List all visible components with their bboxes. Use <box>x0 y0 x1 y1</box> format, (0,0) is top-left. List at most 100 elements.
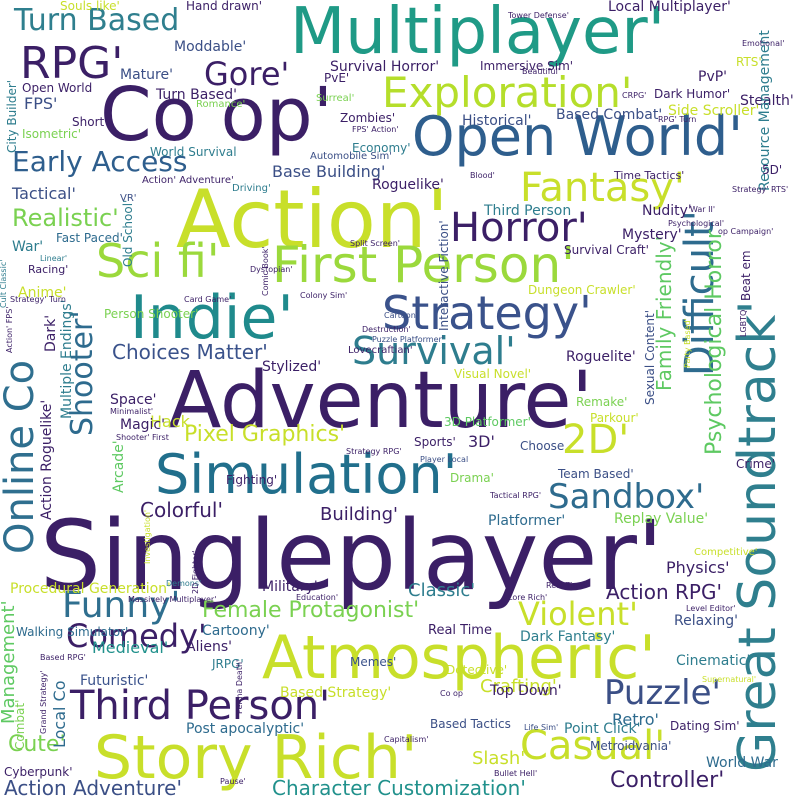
word-post-apocalyptic: Post apocalyptic' <box>186 721 305 737</box>
word-platformer: Platformer' <box>488 513 566 529</box>
word-level-editor: Level Editor' <box>686 604 736 613</box>
word-local-multiplayer: Local Multiplayer' <box>608 0 731 15</box>
word-tactical: Tactical' <box>12 184 76 203</box>
word-sci-fi: Sci fi' <box>96 234 220 288</box>
word-roguelike: Roguelike' <box>372 177 444 193</box>
word-3d: 3D' <box>468 432 495 451</box>
word-combat: Combat' <box>13 700 27 751</box>
word-automobile-sim: Automobile Sim' <box>310 151 392 162</box>
word-base-building: Base Building' <box>272 162 386 181</box>
word-tower-defense: Tower Defense' <box>508 11 569 20</box>
word-early-access: Early Access <box>12 145 188 178</box>
word-education: Education' <box>296 593 339 602</box>
word-dungeon-crawler: Dungeon Crawler' <box>528 283 636 297</box>
word-violent: Violent' <box>518 595 638 633</box>
word-colony-sim: Colony Sim' <box>300 291 348 300</box>
word-player-local: Player Local <box>420 455 469 464</box>
word-5d: 5D' <box>762 163 783 177</box>
word-family-friendly: Family Friendly' <box>652 236 676 392</box>
word-jrpg: JRPG' <box>212 657 244 671</box>
word-massively-multiplayer: Massively Multiplayer' <box>128 595 217 604</box>
word-mystery: Mystery' <box>622 227 682 243</box>
word-memes: Memes' <box>350 655 397 669</box>
word-racing: Racing' <box>28 263 69 276</box>
word-real-time: Real Time <box>428 623 492 638</box>
word-real-time-small: Real Time' <box>546 581 588 590</box>
word-retro: Retro' <box>612 710 659 729</box>
word-linear: Linear' <box>40 254 68 263</box>
word-classic: Classic' <box>408 580 476 601</box>
word-old-school: Old School' <box>121 200 135 268</box>
word-hand-drawn: Hand drawn' <box>186 0 263 13</box>
word-relaxing: Relaxing' <box>674 613 738 629</box>
word-fantasy: Fantasy' <box>520 165 685 211</box>
word-sports: Sports' <box>414 435 456 449</box>
word-investigation: Investigation' <box>143 510 152 565</box>
word-first-person: First Person' <box>272 236 575 294</box>
word-op-campaign: op Campaign' <box>718 227 774 236</box>
word-slash: Slash' <box>472 748 526 769</box>
word-immersive-sim: Immersive Sim' <box>480 59 574 73</box>
word-drama: Drama' <box>450 471 494 485</box>
word-supernatural: Supernatural' <box>702 675 757 684</box>
word-comedy: Comedy' <box>66 617 207 655</box>
word-space: Space' <box>110 392 157 408</box>
word-demons: Demons' <box>166 579 202 588</box>
word-magic: Magic' <box>120 417 165 433</box>
word-crime: Crime' <box>736 457 776 471</box>
word-action: Action' <box>176 173 449 266</box>
word-tactical-rpg: Tactical RPG' <box>490 491 542 500</box>
word-story-rich: Story Rich' <box>94 723 418 793</box>
word-arcade: Arcade' <box>111 440 127 493</box>
word-person-shooter: Person Shooter' <box>104 307 199 321</box>
word-comic-book: Comic Book' <box>261 246 270 296</box>
word-multiplayer: Multiplayer' <box>290 0 666 69</box>
word-female-protagonist: Female Protagonist' <box>202 598 420 623</box>
word-strategy-turn: Strategy' Turn <box>10 295 66 304</box>
word-souls-like: Souls like' <box>60 0 120 13</box>
word-time-tactics: Time Tactics' <box>614 169 685 182</box>
word-third-person-big: Third Person' <box>70 683 331 729</box>
word-crpg: CRPG' <box>622 91 647 100</box>
word-adventure: Adventure' <box>168 356 593 446</box>
word-open-world: Open World' <box>412 105 743 168</box>
word-cinematic: Cinematic' <box>676 653 751 669</box>
word-card-game: Card Game' <box>184 295 232 304</box>
word-stealth: Stealth' <box>740 93 794 109</box>
word-action-fps: Action' FPS' <box>5 306 14 353</box>
word-multiple-endings: Multiple Endings' <box>59 300 75 420</box>
word-split-screen: Split Screen' <box>350 239 400 248</box>
word-stylized: Stylized' <box>262 359 322 375</box>
word-procedural-generation: Procedural Generation' <box>10 581 171 597</box>
word-cute: Cute' <box>8 732 66 757</box>
word-action-rpg: Action RPG' <box>606 580 722 604</box>
word-action-adventure-small: Action' Adventure' <box>142 175 234 186</box>
word-futuristic: Futuristic' <box>80 673 149 689</box>
word-nudity: Nudity' <box>642 203 692 219</box>
word-atmospheric: Atmospheric' <box>262 623 656 693</box>
word-indie: Indie' <box>130 283 294 353</box>
word-world-war: World War <box>706 755 778 771</box>
word-fps-action: FPS' Action' <box>352 125 399 134</box>
word-isometric: Isometric' <box>22 127 82 141</box>
word-medieval: Medieval' <box>92 638 169 657</box>
word-world-survival: World Survival <box>150 145 237 159</box>
word-moddable: Moddable' <box>174 39 247 55</box>
word-strategy-rts: Strategy' RTS' <box>732 185 789 194</box>
word-war: War' <box>12 239 44 255</box>
word-choose: Choose <box>520 439 565 453</box>
word-psychological: Psychological' <box>668 219 725 228</box>
word-funny: Funny' <box>62 585 181 626</box>
word-pixel-graphics: Pixel Graphics' <box>184 422 346 447</box>
word-pve: PvE' <box>324 71 350 85</box>
word-open-world-small: Open World <box>22 81 93 95</box>
word-cartoon: Cartoon' <box>384 311 418 320</box>
word-controller: Controller' <box>610 768 725 793</box>
word-exploration: Exploration' <box>382 68 633 117</box>
word-visual-novel: Visual Novel' <box>454 367 532 381</box>
word-lgbtq: LGBTQ <box>739 310 748 338</box>
word-aliens: Aliens' <box>186 639 232 655</box>
word-online-co: Online Co <box>0 360 43 555</box>
word-gore: Gore' <box>204 55 290 93</box>
